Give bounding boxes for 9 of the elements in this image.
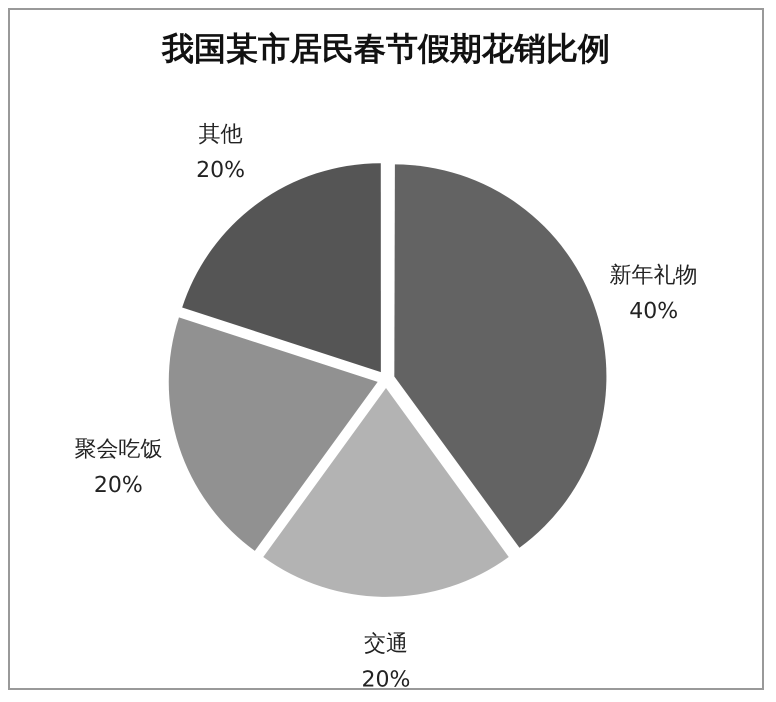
slice-label: 其他 — [198, 122, 243, 148]
data-label: 20% — [362, 667, 410, 692]
data-label: 40% — [629, 298, 678, 324]
slice-label: 交通 — [364, 631, 408, 656]
slice-label: 新年礼物 — [610, 262, 698, 288]
data-label: 20% — [196, 158, 245, 184]
chart-title: 我国某市居民春节假期花销比例 — [161, 30, 610, 68]
data-label: 20% — [94, 472, 143, 498]
slice-label: 聚会吃饭 — [74, 436, 162, 462]
